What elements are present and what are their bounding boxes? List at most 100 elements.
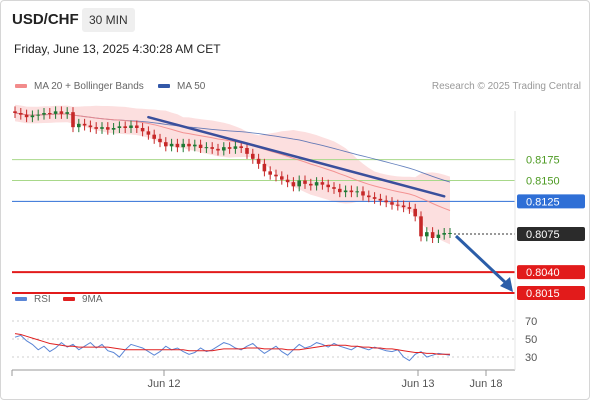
legend-ma20-label: MA 20 + Bollinger Bands xyxy=(34,81,144,92)
candle-body xyxy=(338,188,342,193)
candle-body xyxy=(13,111,17,113)
candle-body xyxy=(36,114,40,116)
candle-body xyxy=(140,128,145,132)
candle-body xyxy=(343,190,348,193)
candle-body xyxy=(77,123,81,128)
candle-body xyxy=(210,147,214,149)
candle-body xyxy=(256,158,261,164)
candle-body xyxy=(396,204,400,206)
candle-body xyxy=(227,147,232,149)
candle-body xyxy=(106,127,110,130)
candle-body xyxy=(355,191,359,193)
symbol-title: USD/CHF xyxy=(12,11,79,28)
candle-body xyxy=(442,233,446,235)
legend-rsi-label: RSI xyxy=(34,294,51,305)
candle-body xyxy=(198,144,203,148)
x-label-Jun-12: Jun 12 xyxy=(147,378,180,390)
ma20-line xyxy=(14,112,451,211)
candle-body xyxy=(30,115,35,118)
legend-ma20: MA 20 + Bollinger Bands xyxy=(15,81,144,92)
level-box-0.8040 xyxy=(517,265,585,280)
candle-body xyxy=(291,182,296,187)
x-label-Jun-13: Jun 13 xyxy=(401,378,434,390)
level-label-0.8150: 0.8150 xyxy=(526,176,560,188)
candle-body xyxy=(152,134,156,139)
level-label-0.8125: 0.8125 xyxy=(526,196,560,208)
candle-body xyxy=(53,111,58,114)
candle-body xyxy=(24,114,29,118)
candle-body xyxy=(436,234,441,238)
candle-body xyxy=(88,125,93,128)
level-box-0.8015 xyxy=(517,286,585,300)
candle-body xyxy=(42,113,46,115)
candle-body xyxy=(19,113,23,115)
legend-ma50-label: MA 50 xyxy=(177,81,206,92)
candle-body xyxy=(48,113,52,114)
candle-body xyxy=(146,131,151,135)
candle-body xyxy=(326,184,330,188)
candle-body xyxy=(303,180,307,184)
legend-9ma-label: 9MA xyxy=(82,294,103,305)
current-price-label: 0.8075 xyxy=(526,229,560,241)
candle-body xyxy=(372,197,377,199)
candle-body xyxy=(413,208,417,217)
ma20-swatch xyxy=(15,84,27,89)
candle-body xyxy=(187,143,191,147)
candle-body xyxy=(175,143,180,148)
rsi-tick-50: 50 xyxy=(525,334,537,346)
timestamp: Friday, June 13, 2025 4:30:28 AM CET xyxy=(14,42,221,56)
candle-body xyxy=(297,180,301,187)
rsi-swatch xyxy=(15,297,27,302)
candle-body xyxy=(135,125,139,128)
candle-body xyxy=(71,112,75,128)
candle-body xyxy=(280,176,284,180)
candle-body xyxy=(419,216,423,237)
trend-line xyxy=(147,115,446,198)
candle-body xyxy=(285,179,290,183)
legend-9ma: 9MA xyxy=(63,294,103,305)
candle-body xyxy=(309,183,313,186)
timeframe-badge[interactable]: 30 MIN xyxy=(82,8,135,32)
current-price-box xyxy=(517,227,585,241)
legend-rsi: RSI xyxy=(15,294,51,305)
level-label-0.8175: 0.8175 xyxy=(526,155,560,167)
candle-body xyxy=(181,143,185,148)
candle-body xyxy=(349,190,354,193)
candle-body xyxy=(245,148,249,154)
level-label-0.8015: 0.8015 xyxy=(526,288,560,300)
candle-body xyxy=(169,143,174,147)
candle-body xyxy=(274,174,278,177)
candle-body xyxy=(233,146,238,149)
candle-body xyxy=(239,146,243,148)
rsi-tick-70: 70 xyxy=(525,316,537,328)
rsi-tick-30: 30 xyxy=(525,352,537,364)
level-label-0.8040: 0.8040 xyxy=(526,267,560,279)
candle-body xyxy=(332,187,336,189)
candle-body xyxy=(222,147,226,151)
candle-body xyxy=(204,147,209,149)
projection-arrow-shaft xyxy=(454,234,509,286)
candle-body xyxy=(129,125,133,128)
candle-body xyxy=(65,112,69,114)
candle-body xyxy=(430,232,435,238)
candle-body xyxy=(361,191,365,196)
candle-body xyxy=(111,128,116,130)
candle-body xyxy=(158,138,162,143)
candle-body xyxy=(314,182,319,186)
candle-body xyxy=(425,232,429,237)
x-label-Jun-18: Jun 18 xyxy=(469,378,502,390)
candle-body xyxy=(448,233,452,234)
candle-body xyxy=(378,198,383,201)
ma50-swatch xyxy=(158,84,170,89)
legend-ma50: MA 50 xyxy=(158,81,205,92)
candle-body xyxy=(216,148,220,151)
ma9-swatch xyxy=(63,297,75,302)
candle-body xyxy=(401,205,406,208)
candle-body xyxy=(320,182,325,185)
candle-body xyxy=(94,127,98,129)
candle-body xyxy=(82,123,87,126)
candle-body xyxy=(123,126,127,128)
candle-body xyxy=(262,163,267,172)
